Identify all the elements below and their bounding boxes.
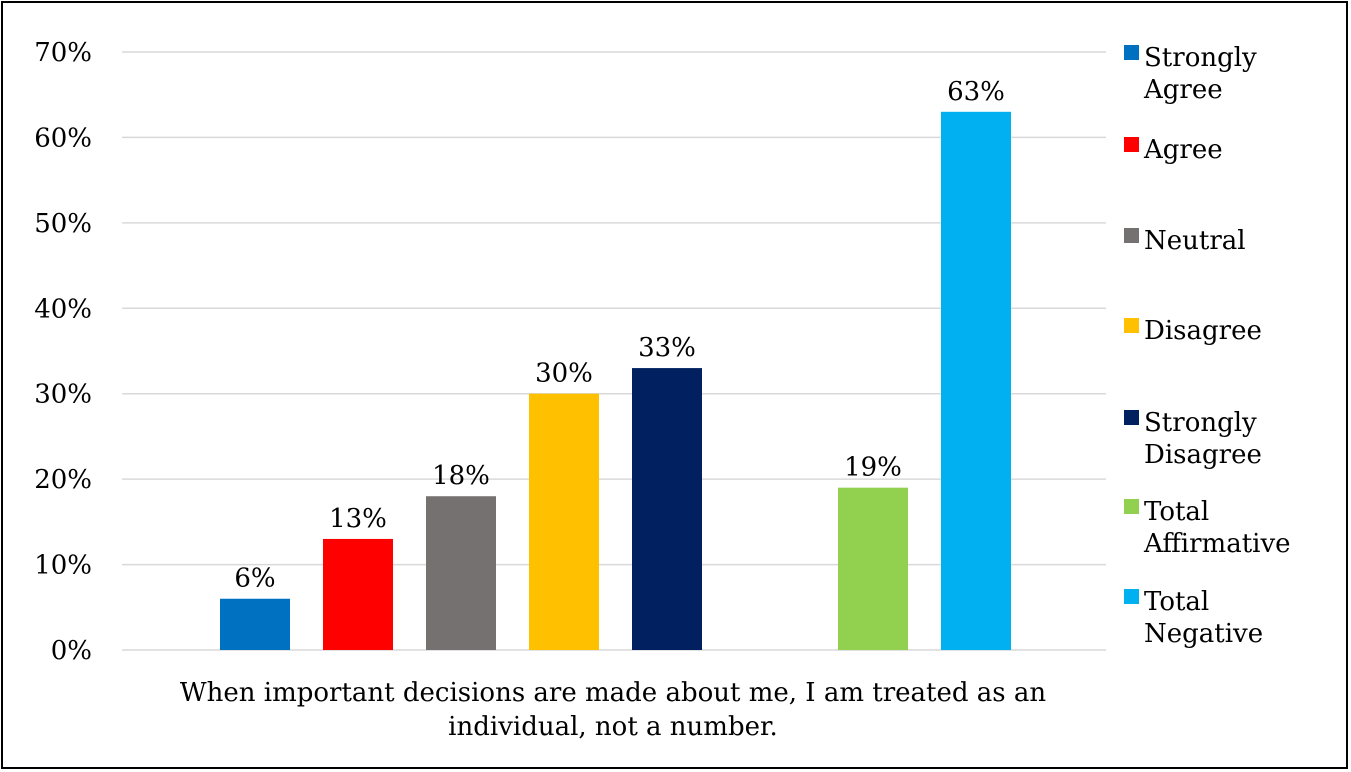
bar-neutral (426, 496, 496, 650)
legend-swatch (1124, 228, 1139, 243)
y-tick-label: 40% (34, 294, 92, 324)
y-tick-label: 0% (51, 636, 92, 666)
data-label: 33% (638, 333, 696, 363)
data-label: 19% (844, 453, 902, 483)
legend-swatch (1124, 45, 1139, 60)
y-tick-label: 60% (34, 123, 92, 153)
y-tick-label: 50% (34, 209, 92, 239)
y-tick-label: 10% (34, 551, 92, 581)
legend-swatch (1124, 318, 1139, 333)
data-label: 18% (432, 461, 490, 491)
legend-label: Strongly Disagree (1144, 408, 1262, 470)
y-tick-label: 30% (34, 380, 92, 410)
bar-strongly-disagree (632, 368, 702, 650)
legend-label: Disagree (1144, 316, 1262, 346)
legend-label: Strongly Agree (1143, 43, 1257, 105)
x-axis-label: When important decisions are made about … (179, 678, 1047, 742)
bar-total-affirmative (838, 487, 908, 650)
legend-label: Agree (1143, 135, 1223, 165)
bar-agree (323, 538, 393, 650)
y-tick-label: 20% (34, 465, 92, 495)
legend-swatch (1124, 137, 1139, 152)
legend-swatch (1124, 410, 1139, 425)
legend-swatch (1124, 499, 1139, 514)
data-label: 13% (329, 504, 387, 534)
y-tick-label: 70% (34, 38, 92, 68)
bar-total-negative (941, 111, 1011, 651)
legend-label: Total Negative (1144, 587, 1263, 649)
data-label: 63% (947, 77, 1005, 107)
legend-swatch (1124, 589, 1139, 604)
bar-disagree (529, 393, 599, 650)
data-label: 6% (234, 564, 275, 594)
bar-strongly-agree (220, 598, 290, 650)
legend-label: Neutral (1144, 226, 1246, 256)
data-label: 30% (535, 359, 593, 389)
legend-label: Total Affirmative (1143, 497, 1291, 559)
